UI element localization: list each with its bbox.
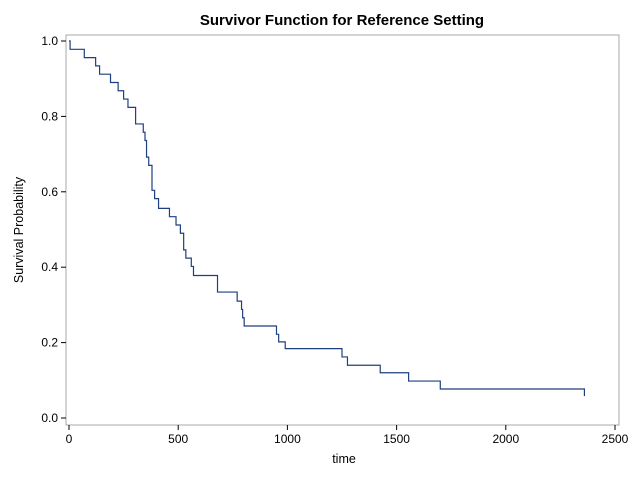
y-tick-label: 1.0 [41,34,58,48]
x-tick-label: 0 [66,432,73,446]
x-tick-label: 2000 [492,432,519,446]
plot-area-frame [65,34,620,426]
y-tick-label: 0.4 [41,260,58,274]
survival-step-line [69,40,586,397]
y-tick-label: 0.2 [41,336,58,350]
x-axis: 0 500 1000 1500 2000 2500 [66,425,629,446]
x-tick-label: 2500 [602,432,629,446]
x-axis-label: time [332,452,356,466]
y-axis: 0.0 0.2 0.4 0.6 0.8 1.0 [41,34,66,425]
x-tick-label: 1000 [274,432,301,446]
y-axis-label: Survival Probability [12,176,26,283]
x-tick-label: 500 [168,432,188,446]
x-tick-label: 1500 [383,432,410,446]
y-tick-label: 0.8 [41,109,58,123]
chart-title: Survivor Function for Reference Setting [200,12,484,29]
y-tick-label: 0.0 [41,411,58,425]
y-tick-label: 0.6 [41,185,58,199]
